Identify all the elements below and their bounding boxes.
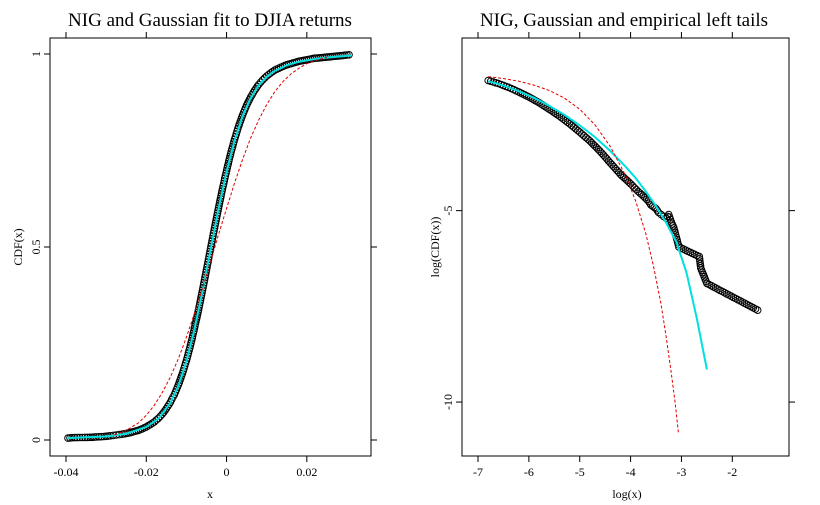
right-empirical-point	[578, 130, 586, 138]
left-empirical-point	[258, 76, 267, 84]
right-x-axis-label: log(x)	[612, 487, 641, 501]
right-y-tick-label: -10	[441, 394, 455, 410]
left-chart-title: NIG and Gaussian fit to DJIA returns	[68, 10, 352, 31]
right-empirical-point	[582, 133, 590, 142]
left-empirical-point	[142, 423, 151, 431]
left-gaussian-fit-line	[114, 57, 328, 436]
left-x-axis-label: x	[207, 487, 213, 501]
left-empirical-point	[152, 416, 161, 424]
right-empirical-point	[753, 306, 762, 315]
left-y-axis-label: CDF(x)	[11, 228, 25, 265]
left-y-tick-label: 0	[29, 437, 43, 443]
left-y-tick-label: 1	[29, 51, 43, 57]
right-x-tick-label: -2	[727, 465, 737, 479]
left-empirical-point	[161, 406, 169, 415]
right-empirical-points	[484, 76, 762, 315]
left-y-tick-label: 0.5	[29, 240, 43, 255]
left-empirical-point	[266, 69, 275, 77]
left-x-tick-label: -0.02	[134, 465, 159, 479]
right-y-tick-label: -5	[441, 206, 455, 216]
right-gaussian-fit-line	[488, 76, 679, 433]
right-axis-ticks: -7 -6 -5 -4 -3 -2 -10 -5	[441, 32, 795, 479]
right-chart-marks	[484, 76, 762, 433]
right-chart-panel: NIG, Gaussian and empirical left tails l…	[428, 10, 795, 501]
right-empirical-point	[580, 131, 588, 140]
right-x-tick-label: -5	[575, 465, 585, 479]
right-empirical-point	[630, 183, 639, 192]
left-chart-marks	[64, 51, 353, 442]
left-empirical-point	[256, 78, 265, 86]
left-x-tick-label: 0	[224, 465, 230, 479]
left-x-tick-label: 0.02	[296, 465, 317, 479]
right-chart-title: NIG, Gaussian and empirical left tails	[480, 10, 768, 31]
right-y-axis-label: log(CDF(x))	[428, 217, 442, 278]
left-empirical-point	[254, 80, 263, 89]
right-nig-fit-line	[487, 80, 708, 370]
right-x-tick-label: -4	[626, 465, 636, 479]
right-x-tick-label: -7	[473, 465, 483, 479]
right-x-tick-label: -3	[676, 465, 686, 479]
left-empirical-points	[64, 51, 353, 442]
right-plot-frame	[461, 37, 790, 457]
left-empirical-point	[252, 84, 260, 93]
left-empirical-point	[146, 420, 155, 429]
left-x-tick-label: -0.04	[54, 465, 79, 479]
left-axis-ticks: -0.04 -0.02 0 0.02 0 0.5 1	[29, 32, 377, 479]
left-empirical-point	[345, 51, 353, 59]
right-empirical-point	[573, 126, 582, 135]
left-nig-fit-line	[67, 54, 352, 440]
left-empirical-point	[268, 67, 277, 76]
left-empirical-point	[154, 414, 163, 423]
left-chart-panel: NIG and Gaussian fit to DJIA returns x C…	[11, 10, 377, 501]
right-x-tick-label: -6	[524, 465, 534, 479]
